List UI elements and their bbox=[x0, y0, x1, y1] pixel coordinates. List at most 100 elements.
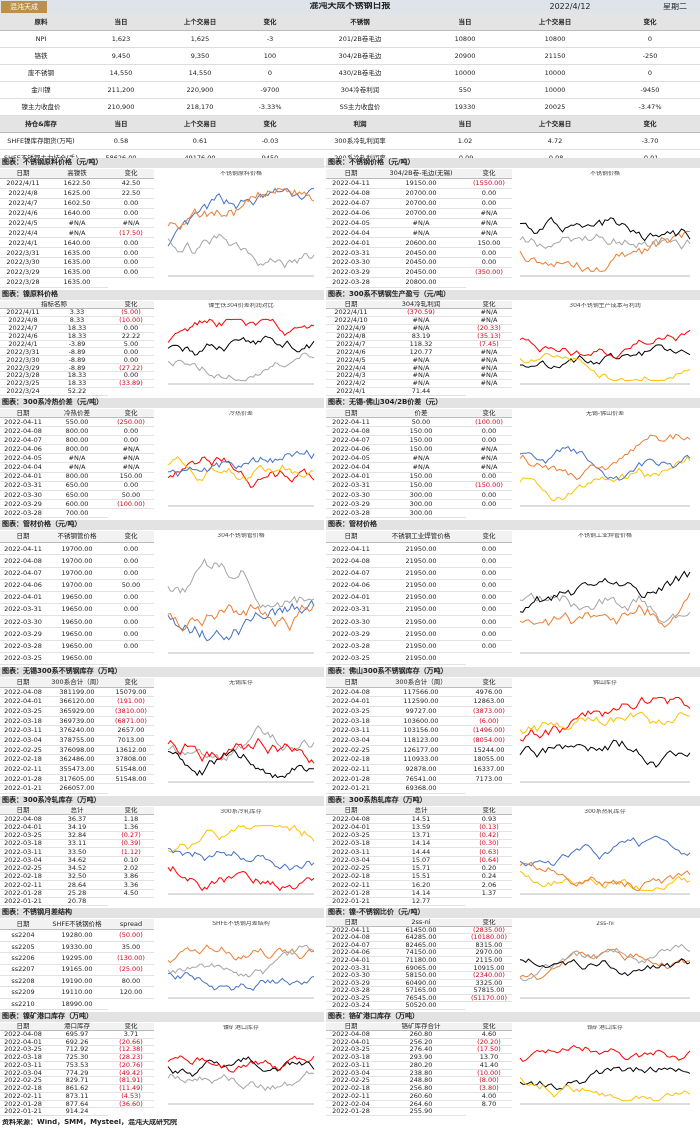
table-cell: 19700.00 bbox=[46, 555, 108, 568]
table-cell: 21950.00 bbox=[376, 580, 466, 592]
table-cell: (3.80) bbox=[466, 1085, 512, 1093]
table-cell: 2022-03-30 bbox=[326, 491, 376, 500]
table-cell: #N/A bbox=[376, 380, 466, 389]
table-cell: 2022-01-21 bbox=[326, 898, 376, 906]
summary-header-cell: 上个交易日 bbox=[160, 116, 240, 133]
table-cell: -8.89 bbox=[46, 356, 108, 365]
panel-title: 图表：佛山300系不锈钢库存（万吨） bbox=[326, 667, 700, 677]
chart-line bbox=[167, 737, 315, 764]
chart-title: 304不锈钢管价格 bbox=[217, 533, 265, 539]
table-cell: 355473.00 bbox=[46, 765, 108, 775]
table-cell: 2022-01-28 bbox=[0, 775, 46, 785]
summary-cell: SS主力收盘价 bbox=[300, 99, 420, 116]
chart-line bbox=[167, 972, 315, 992]
table-cell: 2022-03-25 bbox=[0, 653, 46, 665]
table-cell: #N/A bbox=[108, 445, 154, 455]
summary-cell: 300系冷轧利润率 bbox=[300, 133, 420, 150]
panel-title: 图表：不锈钢月差结构 bbox=[0, 908, 324, 918]
panel-title: 图表：不锈钢价格（元/吨） bbox=[326, 158, 700, 168]
table-cell: (100.00) bbox=[108, 500, 154, 509]
chart-title: 镍生铁304价差利润对比 bbox=[208, 303, 274, 309]
chart-title: 300系热轧库存 bbox=[584, 809, 626, 815]
table-cell: 2115.00 bbox=[466, 957, 512, 965]
table-cell: 19150.00 bbox=[376, 179, 466, 189]
table-cell: 2.06 bbox=[466, 881, 512, 890]
table-cell: 2022/4/1 bbox=[0, 238, 46, 249]
table-header-cell: 变化 bbox=[466, 531, 512, 544]
table-cell: 1640.00 bbox=[46, 238, 108, 249]
table-cell: 2022-03-11 bbox=[0, 726, 46, 736]
table-cell: 2022-02-18 bbox=[0, 755, 46, 765]
chart-line bbox=[167, 944, 315, 978]
table-cell: 800.00 bbox=[46, 436, 108, 446]
summary-cell: 19330 bbox=[420, 99, 510, 116]
table-cell: 0.00 bbox=[108, 555, 154, 568]
table-cell: 19650.00 bbox=[46, 616, 108, 629]
table-cell: 7013.00 bbox=[108, 736, 154, 746]
table-cell: 2022/3/30 bbox=[0, 356, 46, 365]
table-cell: 700.00 bbox=[46, 509, 108, 518]
summary-cell: 0 bbox=[600, 31, 700, 48]
table-cell: 0.00 bbox=[466, 258, 512, 269]
table-header-cell: 总计 bbox=[376, 807, 466, 816]
table-cell: -3.89 bbox=[46, 341, 108, 349]
table-cell: 2022-04-07 bbox=[0, 568, 46, 580]
table-cell: 2022/4/8 bbox=[0, 317, 46, 325]
table-cell: 0.00 bbox=[108, 641, 154, 653]
table-cell: (0.63) bbox=[466, 848, 512, 857]
table-cell: 317605.00 bbox=[46, 775, 108, 785]
table-cell: 19330.00 bbox=[46, 942, 108, 954]
chart-title: SHFE不锈钢月差结构 bbox=[212, 921, 270, 927]
summary-cell: 0 bbox=[600, 65, 700, 82]
table-cell: 2022-01-28 bbox=[0, 890, 46, 898]
table-cell: 753.53 bbox=[46, 1062, 108, 1070]
table-cell: 21950.00 bbox=[376, 616, 466, 629]
summary-header-cell: 变化 bbox=[600, 14, 700, 31]
table-cell: (0.42) bbox=[466, 832, 512, 840]
table-cell: 0.00 bbox=[108, 427, 154, 437]
summary-cell: -250 bbox=[600, 48, 700, 65]
table-cell: 21950.00 bbox=[376, 555, 466, 568]
chart-line bbox=[519, 1076, 691, 1102]
table-cell: 0.00 bbox=[466, 436, 512, 446]
table-cell: 2022/3/29 bbox=[0, 268, 46, 279]
summary-cell: 1.02 bbox=[420, 133, 510, 150]
table-cell: (350.00) bbox=[466, 268, 512, 279]
table-cell: (7.45) bbox=[466, 341, 512, 349]
table-cell: 2022-03-25 bbox=[326, 653, 376, 665]
table-cell: 2022-01-28 bbox=[326, 775, 376, 785]
table-cell: 21950.00 bbox=[376, 641, 466, 653]
table-cell: 2022-04-06 bbox=[326, 949, 376, 957]
table-cell: 60490.00 bbox=[376, 980, 466, 988]
table-cell: 82465.00 bbox=[376, 942, 466, 950]
table-cell: 2022-04-11 bbox=[326, 543, 376, 556]
table-cell: 33.11 bbox=[46, 840, 108, 849]
table-cell: 650.00 bbox=[46, 482, 108, 491]
table-cell: 0.00 bbox=[108, 349, 154, 357]
table-cell: 3.86 bbox=[108, 873, 154, 882]
table-cell: #N/A bbox=[466, 229, 512, 239]
table-cell: 10915.00 bbox=[466, 965, 512, 973]
table-cell: 2022-04-04 bbox=[326, 464, 376, 473]
chart-line bbox=[167, 335, 315, 356]
table-cell: 92878.00 bbox=[376, 765, 466, 775]
table-cell: 264.60 bbox=[376, 1101, 466, 1109]
table-cell: 2022/4/5 bbox=[326, 356, 376, 365]
table-cell: 2022-02-25 bbox=[326, 865, 376, 873]
table-cell: 2022-03-04 bbox=[326, 736, 376, 746]
table-cell: 2022-04-08 bbox=[0, 815, 46, 824]
panel-title: 图表：镍原料价格 bbox=[0, 290, 324, 300]
chart-line bbox=[519, 592, 691, 628]
table-cell: 20450.00 bbox=[376, 258, 466, 269]
summary-header-cell: 原料 bbox=[0, 14, 82, 31]
table-cell: 914.24 bbox=[46, 1108, 108, 1116]
logo: 混沌天成 bbox=[1, 1, 47, 13]
table-cell: 19650.00 bbox=[46, 641, 108, 653]
table-cell: 2022-03-18 bbox=[0, 840, 46, 849]
table-cell: 1622.50 bbox=[46, 179, 108, 189]
chart-line bbox=[519, 696, 691, 742]
chart-line bbox=[519, 570, 691, 613]
table-cell: 650.00 bbox=[46, 491, 108, 500]
table-cell: 57165.00 bbox=[376, 987, 466, 995]
summary-cell: 9,450 bbox=[82, 48, 160, 65]
